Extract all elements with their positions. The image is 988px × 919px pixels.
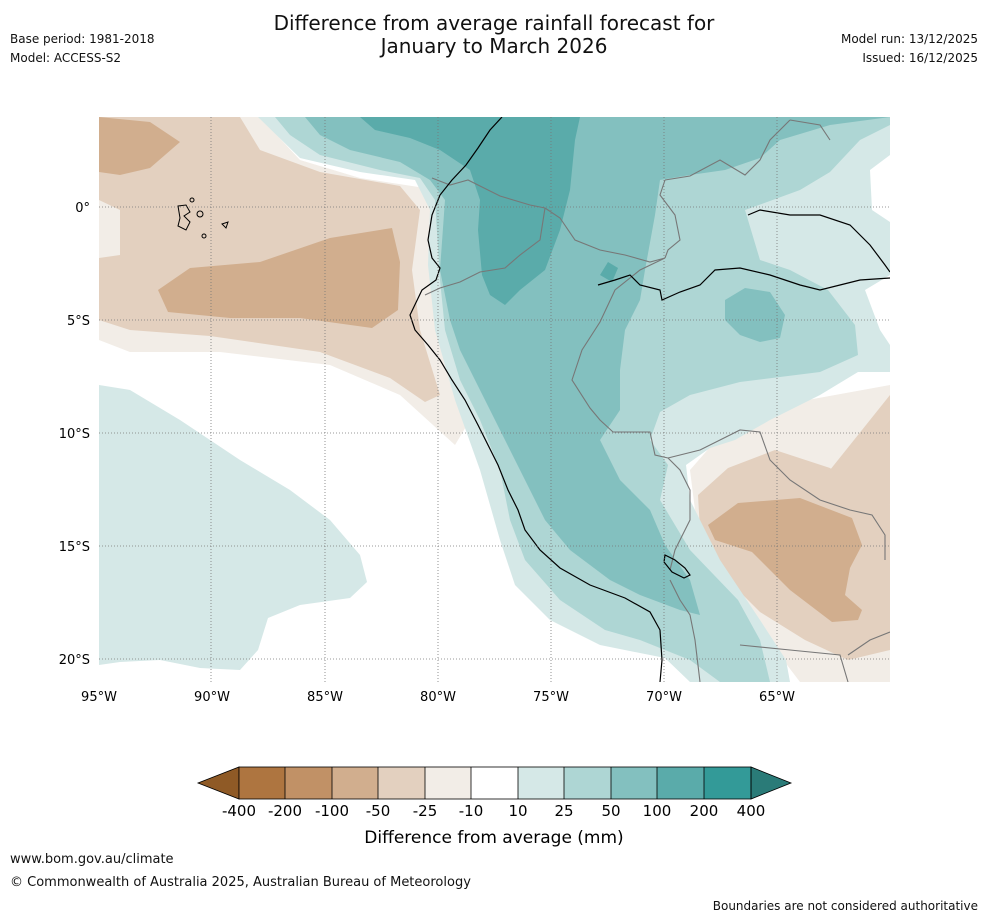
colorbar-bin-m400-m200 <box>239 767 285 799</box>
map-title: Difference from average rainfall forecas… <box>0 12 988 58</box>
cb-tick-400: 400 <box>737 802 766 820</box>
colorbar-extend-high <box>750 766 793 800</box>
cb-tick-10: 10 <box>508 802 527 820</box>
colorbar-bin-25-50 <box>564 767 611 799</box>
map-fields <box>99 117 890 682</box>
border-bolivia-brazil <box>667 429 886 560</box>
dry-contour-minus-50-south <box>158 228 400 328</box>
lat-label-0: 0° <box>75 201 90 216</box>
cb-tick-m25: -25 <box>413 802 438 820</box>
coastline-pacific <box>409 117 663 682</box>
border-peru-bolivia <box>667 457 691 571</box>
wet-contour-50 <box>305 117 890 615</box>
santa-cruz-island <box>196 210 204 218</box>
border-colombia-venezuela-brazil <box>544 207 666 263</box>
lat-label-10s: 10°S <box>59 427 90 442</box>
wet-contour-100-patch-a <box>600 262 618 282</box>
santiago-island <box>189 197 195 203</box>
colorbar-bin-m100-m50 <box>332 767 378 799</box>
cb-tick-25: 25 <box>554 802 573 820</box>
title-line-1: Difference from average rainfall forecas… <box>273 11 715 35</box>
cb-tick-m10: -10 <box>459 802 484 820</box>
colorbar: -400 -200 -100 -50 -25 -10 10 25 50 100 … <box>196 766 793 848</box>
dry-contour-brazil-minus-25 <box>830 395 890 505</box>
lat-label-5s: 5°S <box>67 314 90 329</box>
colorbar-ticks: -400 -200 -100 -50 -25 -10 10 25 50 100 … <box>222 802 765 820</box>
cb-tick-m400: -400 <box>222 802 256 820</box>
cb-tick-200: 200 <box>690 802 719 820</box>
border-colombia-ecuador <box>431 177 546 209</box>
cb-tick-m50: -50 <box>366 802 391 820</box>
negro-river <box>747 209 890 273</box>
cb-tick-100: 100 <box>643 802 672 820</box>
galapagos-islands <box>177 197 229 239</box>
wet-contour-100 <box>360 117 580 305</box>
dry-contour-bolivia-minus-50 <box>708 498 862 622</box>
boundary-disclaimer: Boundaries are not considered authoritat… <box>712 899 978 913</box>
border-northern-venezuela <box>664 119 791 181</box>
border-venezuela-colombia <box>659 179 681 259</box>
copyright-notice: © Commonwealth of Australia 2025, Austra… <box>10 875 471 890</box>
lon-label-80w: 80°W <box>420 690 456 705</box>
cb-tick-m100: -100 <box>315 802 349 820</box>
colorbar-bin-200-400 <box>704 767 751 799</box>
latitude-labels: 0° 5°S 10°S 15°S 20°S <box>59 201 90 668</box>
model-run: Model run: 13/12/2025 <box>840 32 978 46</box>
colorbar-extend-low <box>196 766 240 800</box>
colorbar-outline <box>238 766 752 800</box>
graticule <box>99 117 890 682</box>
model-name: Model: ACCESS-S2 <box>10 51 122 65</box>
longitude-labels: 95°W 90°W 85°W 80°W 75°W 70°W 65°W <box>81 690 795 705</box>
bom-url[interactable]: www.bom.gov.au/climate <box>10 852 174 867</box>
dry-contour-minus-50-north <box>99 117 180 175</box>
colorbar-bin-m200-m100 <box>285 767 332 799</box>
meta-left: Base period: 1981-2018 Model: ACCESS-S2 <box>10 30 155 68</box>
lon-label-75w: 75°W <box>533 690 569 705</box>
border-chile-bolivia <box>669 579 701 682</box>
lon-label-70w: 70°W <box>646 690 682 705</box>
border-ecuador-peru <box>424 207 546 296</box>
border-guyana <box>789 119 831 141</box>
colorbar-bin-50-100 <box>611 767 657 799</box>
lat-label-15s: 15°S <box>59 540 90 555</box>
colorbar-title: Difference from average (mm) <box>364 828 623 848</box>
lon-label-85w: 85°W <box>307 690 343 705</box>
san-cristobal-island <box>221 221 229 229</box>
cb-tick-m200: -200 <box>268 802 302 820</box>
espanola-island <box>201 233 207 239</box>
lon-label-90w: 90°W <box>194 690 230 705</box>
colorbar-bin-10-25 <box>518 767 564 799</box>
border-bolivia-argentina <box>739 644 849 682</box>
border-peru-brazil <box>571 257 669 459</box>
lon-label-95w: 95°W <box>81 690 117 705</box>
coastlines <box>409 117 890 682</box>
colorbar-bin-m50-m25 <box>378 767 425 799</box>
colorbar-bin-m25-m10 <box>425 767 471 799</box>
colorbar-dividers <box>284 767 705 799</box>
wet-contour-pacific-10 <box>99 385 367 670</box>
wet-contour-50-west-amazon <box>725 288 785 342</box>
amazon-river <box>597 267 890 301</box>
colorbar-bin-100-200 <box>657 767 704 799</box>
border-paraguay <box>847 631 890 656</box>
colorbar-bin-m10-10 <box>471 767 518 799</box>
lat-label-20s: 20°S <box>59 653 90 668</box>
base-period: Base period: 1981-2018 <box>10 32 155 46</box>
country-borders <box>424 119 890 682</box>
lake-titicaca <box>663 554 691 579</box>
wet-contour-100-patch-b <box>590 478 615 498</box>
isabela-island <box>177 204 191 231</box>
title-line-2: January to March 2026 <box>380 34 608 58</box>
meta-right: Model run: 13/12/2025 Issued: 16/12/2025 <box>841 30 978 68</box>
lon-label-65w: 65°W <box>759 690 795 705</box>
cb-tick-50: 50 <box>601 802 620 820</box>
issued-date: Issued: 16/12/2025 <box>862 51 978 65</box>
